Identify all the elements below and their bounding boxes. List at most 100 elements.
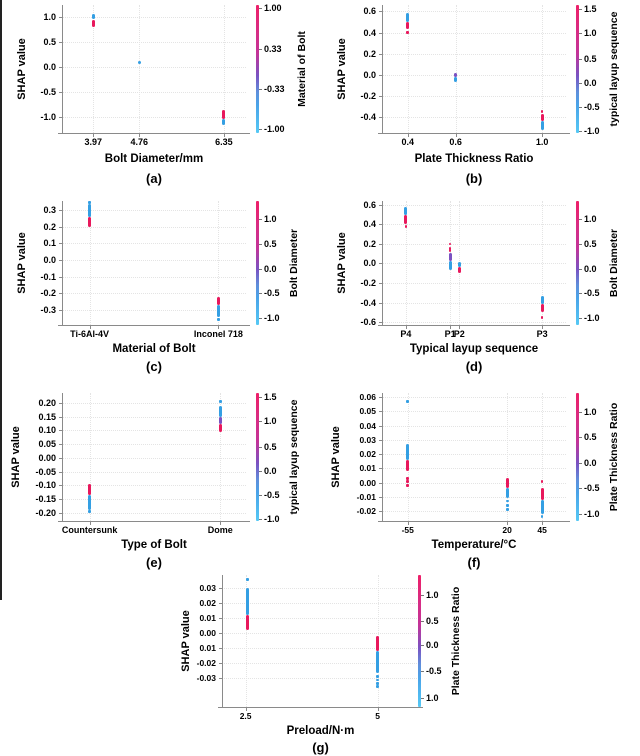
colorbar-tick-label: -1.0	[584, 313, 600, 324]
colorbar-tick-label: 1.0	[584, 406, 597, 417]
x-tick-mark	[89, 326, 91, 329]
colorbar-tick-mark	[579, 131, 582, 133]
scatter-segment	[448, 260, 452, 271]
scatter-segment	[216, 296, 220, 306]
gridline-horizontal	[382, 204, 566, 206]
y-axis-label: SHAP value	[10, 426, 22, 488]
colorbar-tick-mark	[579, 218, 582, 220]
y-tick-label: -0.20	[35, 508, 56, 519]
gridline-horizontal	[382, 439, 566, 441]
scatter-dot	[406, 480, 410, 484]
panel-a: 1.0 0.5 0.0 -0.5 -1.0 3.97 4.76 6.35 1.00 0.33 -0.…	[0, 0, 320, 190]
scatter-segment	[454, 72, 458, 77]
y-tick-label: 0.03	[359, 434, 376, 445]
y-tick-label: -0.3	[40, 305, 56, 316]
scatter-segment	[540, 295, 544, 304]
gridline-horizontal	[62, 293, 246, 295]
y-tick-label: -0.10	[35, 480, 56, 491]
y-axis-spine	[62, 201, 63, 325]
y-tick-mark	[59, 67, 62, 69]
y-tick-label: -0.4	[360, 112, 376, 123]
y-tick-label: -0.2	[360, 90, 376, 101]
colorbar-tick-mark	[579, 268, 582, 270]
gridline-horizontal	[222, 617, 419, 619]
colorbar-tick-label: 0.5	[264, 441, 277, 452]
y-tick-label: 0.06	[359, 392, 376, 403]
scatter-dot	[376, 674, 380, 678]
y-tick-label: 0.4	[363, 27, 376, 38]
colorbar-tick-mark	[579, 8, 582, 10]
x-tick-label: P1	[444, 329, 456, 339]
gridline-horizontal	[62, 471, 246, 473]
scatter-dot	[218, 400, 222, 403]
scatter-segment	[88, 484, 92, 496]
scatter-segment	[218, 405, 222, 417]
y-tick-label: -0.2	[360, 278, 376, 289]
x-tick-label: -55	[401, 525, 414, 535]
gridline-horizontal	[62, 416, 246, 418]
x-tick-mark	[377, 708, 379, 711]
x-tick-mark	[139, 134, 141, 137]
y-tick-label: -0.03	[196, 672, 216, 683]
scatter-segment	[246, 588, 250, 615]
gridline-vertical	[139, 5, 141, 133]
colorbar-tick-mark	[259, 318, 262, 320]
y-tick-mark	[59, 457, 62, 459]
x-axis-label: Bolt Diameter/mm	[104, 153, 204, 165]
y-tick-mark	[59, 499, 62, 501]
y-axis-label: SHAP value	[336, 232, 348, 294]
y-tick-mark	[59, 293, 62, 295]
colorbar-tick-label: 0.0	[426, 639, 439, 650]
y-tick-label: -0.15	[35, 494, 56, 505]
y-tick-label: 0.0	[363, 69, 376, 80]
x-tick-mark	[542, 522, 544, 525]
scatter-segment	[216, 305, 220, 317]
scatter-segment	[88, 204, 92, 217]
y-tick-label: -0.01	[356, 491, 376, 502]
colorbar-tick-label: -1.0	[264, 313, 280, 324]
y-tick-label: 0.03	[199, 583, 216, 594]
y-tick-mark	[219, 617, 222, 619]
x-tick-label: P3	[536, 329, 548, 339]
y-tick-mark	[59, 42, 62, 44]
scatter-segment	[376, 650, 380, 674]
x-axis-label: Typical layup sequence	[409, 343, 539, 355]
colorbar-tick-label: 0.33	[264, 43, 282, 54]
gridline-horizontal	[62, 243, 246, 245]
y-axis-spine	[62, 393, 63, 521]
colorbar-tick-label: 0.5	[584, 238, 597, 249]
x-tick-mark	[450, 326, 452, 329]
y-axis-label: SHAP value	[330, 426, 342, 488]
y-tick-label: 0.0	[363, 258, 376, 269]
x-tick-label: Ti-6Al-4V	[70, 329, 110, 339]
y-tick-label: 0.2	[43, 221, 56, 232]
x-axis-label: Temperature/°C	[431, 539, 517, 551]
y-axis-spine	[382, 393, 383, 521]
colorbar-tick-mark	[421, 621, 424, 623]
x-tick-label: P4	[400, 329, 412, 339]
y-tick-label: 0.2	[363, 238, 376, 249]
scatter-segment	[540, 499, 544, 514]
panel-d: 0.6 0.4 0.2 0.0 -0.2 -0.4 -0.6 P4 P1 P2 P3 1.0 0.5 0.…	[320, 189, 640, 379]
scatter-segment	[540, 113, 544, 122]
x-axis-spine	[58, 133, 250, 134]
y-tick-label: 0.10	[38, 425, 56, 436]
y-tick-label: 0.04	[359, 420, 376, 431]
x-tick-label: Dome	[207, 525, 233, 535]
colorbar-tick-mark	[579, 83, 582, 85]
colorbar-tick-label: 1.0	[264, 416, 277, 427]
y-tick-mark	[59, 243, 62, 245]
y-tick-mark	[59, 210, 62, 212]
x-tick-mark	[405, 326, 407, 329]
x-tick-mark	[245, 708, 247, 711]
y-tick-label: 0.0	[43, 255, 56, 266]
colorbar-tick-label: -0.5	[584, 102, 600, 113]
y-tick-mark	[379, 32, 382, 34]
gridline-horizontal	[62, 17, 246, 19]
y-tick-mark	[59, 92, 62, 94]
y-tick-label: -0.02	[196, 657, 216, 668]
colorbar-tick-label: 1.00	[264, 2, 282, 13]
x-axis-spine	[378, 521, 570, 522]
y-tick-mark	[379, 397, 382, 399]
y-tick-label: 0.1	[43, 238, 56, 249]
